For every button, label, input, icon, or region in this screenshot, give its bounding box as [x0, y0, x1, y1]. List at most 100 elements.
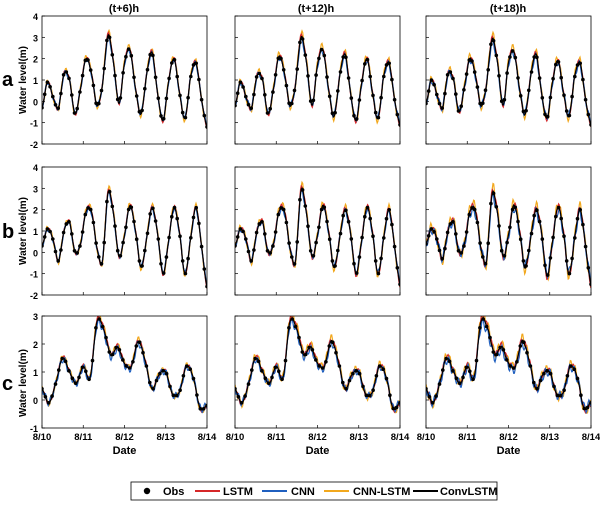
obs-point: [287, 326, 291, 330]
obs-point: [430, 401, 435, 405]
obs-point: [171, 393, 176, 398]
obs-point: [391, 406, 396, 411]
obs-point: [559, 75, 563, 80]
xtick-label: 8/13: [350, 432, 369, 443]
obs-point: [521, 340, 526, 345]
xtick-label: 8/11: [74, 432, 93, 443]
legend-cnn-label: CNN: [291, 486, 315, 498]
obs-point: [293, 324, 298, 329]
obs-point: [189, 236, 193, 240]
obs-point: [70, 93, 74, 97]
obs-point: [371, 388, 375, 393]
obs-point: [271, 90, 275, 94]
obs-point: [143, 86, 147, 91]
obs-point: [470, 59, 474, 63]
obs-point: [202, 113, 207, 118]
obs-point: [392, 244, 397, 249]
obs-point: [202, 267, 207, 271]
obs-point: [349, 96, 354, 100]
obs-point: [250, 368, 254, 372]
obs-point: [432, 82, 436, 87]
axes-frame: [234, 15, 401, 145]
obs-point: [502, 254, 507, 258]
obs-point: [384, 216, 389, 221]
obs-point: [532, 380, 536, 385]
obs-point: [543, 263, 547, 268]
obs-point: [117, 348, 122, 352]
ytick-label: 0: [33, 396, 38, 406]
obs-point: [556, 60, 561, 64]
obs-point: [185, 364, 189, 368]
obs-point: [478, 241, 482, 245]
obs-point: [268, 106, 273, 111]
xtick-label: 8/12: [308, 432, 327, 443]
obs-point: [243, 394, 247, 398]
obs-point: [168, 384, 172, 389]
obs-point: [276, 212, 281, 217]
obs-point: [263, 93, 267, 97]
obs-point: [505, 240, 509, 245]
obs-point: [567, 271, 572, 276]
obs-point: [124, 364, 128, 368]
obs-point: [84, 369, 88, 374]
obs-point: [363, 214, 367, 219]
obs-point: [483, 261, 488, 266]
obs-point: [145, 67, 150, 72]
obs-point: [273, 73, 278, 77]
obs-point: [60, 356, 64, 361]
obs-point: [354, 271, 359, 275]
obs-point: [311, 98, 316, 103]
obs-point: [532, 213, 536, 218]
obs-point: [172, 205, 177, 210]
obs-point: [283, 358, 288, 363]
obs-point: [306, 74, 310, 78]
ytick-label: 1: [33, 227, 38, 237]
obs-point: [161, 368, 165, 373]
ytick-label: -1: [30, 270, 38, 280]
obs-point: [346, 219, 351, 224]
obs-point: [426, 101, 428, 106]
obs-point: [56, 259, 60, 263]
obs-point: [398, 282, 400, 287]
obs-point: [589, 401, 591, 405]
obs-point: [381, 367, 386, 372]
obs-point: [337, 364, 342, 368]
obs-point: [572, 367, 576, 372]
obs-point: [246, 102, 251, 107]
obs-point: [562, 93, 566, 97]
obs-point: [181, 374, 186, 378]
obs-point: [143, 248, 147, 253]
obs-point: [435, 237, 439, 241]
obs-point: [99, 262, 104, 266]
obs-point: [374, 374, 379, 378]
obs-point: [502, 97, 507, 102]
series-convlstm-c3: [426, 317, 591, 411]
obs-point: [330, 259, 335, 263]
obs-point: [376, 271, 381, 276]
obs-point: [191, 215, 196, 220]
obs-point: [497, 224, 501, 228]
obs-point: [529, 70, 534, 74]
obs-point: [344, 55, 348, 60]
ytick-label: 2: [33, 340, 38, 350]
obs-point: [505, 358, 509, 362]
obs-point: [140, 264, 144, 268]
obs-point: [151, 206, 155, 211]
obs-point: [80, 365, 85, 370]
obs-point: [107, 35, 112, 40]
obs-point: [456, 249, 461, 253]
obs-point: [42, 244, 44, 248]
obs-point: [488, 335, 492, 340]
obs-point: [83, 212, 88, 217]
obs-point: [277, 369, 281, 374]
obs-point: [570, 94, 574, 99]
xtick-label: 8/14: [582, 432, 600, 443]
column-title-2: (t+12)h: [298, 3, 335, 15]
obs-point: [102, 66, 106, 71]
obs-point: [75, 106, 79, 111]
obs-point: [43, 395, 48, 399]
obs-point: [314, 73, 318, 77]
obs-point: [191, 63, 196, 67]
obs-point: [292, 88, 297, 93]
obs-point: [508, 225, 512, 230]
